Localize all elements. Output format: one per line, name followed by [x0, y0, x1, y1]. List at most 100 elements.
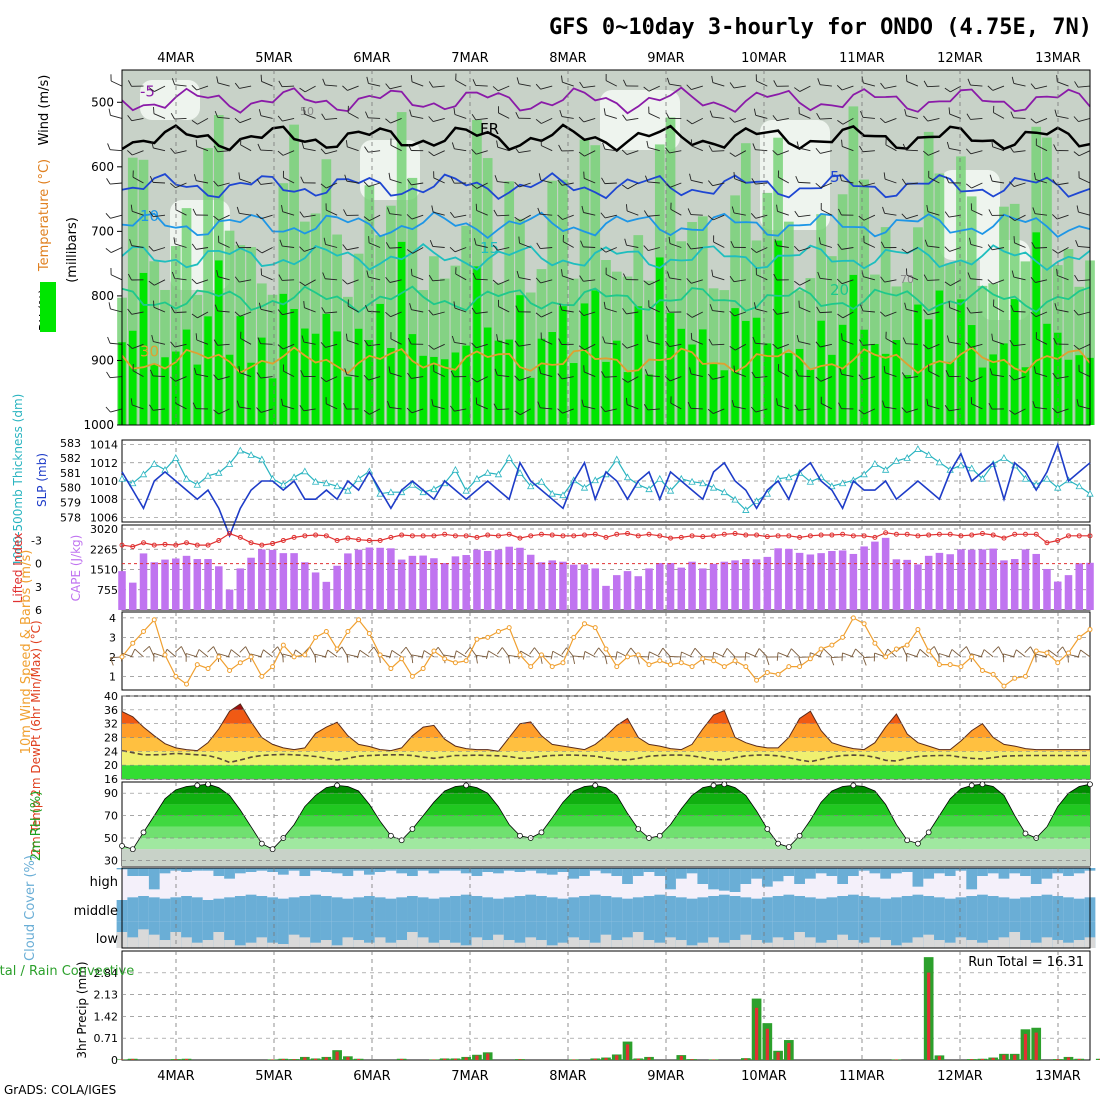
cape-bar: [893, 559, 901, 610]
rh-high-band: [129, 331, 137, 425]
rh2m-point: [797, 833, 802, 838]
barb-flag: [981, 649, 984, 657]
cloud-low-bar: [299, 937, 310, 948]
cloud-middle-bar: [342, 899, 353, 922]
surface-wind-barb: [776, 651, 789, 661]
wind-speed-point: [937, 663, 941, 667]
cloud-low-bar: [396, 940, 407, 948]
temp-band: [122, 696, 1090, 710]
cloud-middle-bar: [816, 899, 827, 922]
rh2m-point: [120, 843, 125, 848]
surface-wind-barb: [744, 651, 757, 661]
cloud-low-bar: [439, 940, 450, 948]
thickness-point: [431, 486, 437, 492]
wind-speed-point: [400, 657, 404, 661]
wind-speed-point: [991, 672, 995, 676]
rh-high-band: [1022, 367, 1030, 425]
thickness-tick-label: 583: [60, 437, 81, 450]
wind-speed-point: [131, 641, 135, 645]
barb-shaft: [939, 651, 950, 659]
wind-speed-point: [572, 635, 576, 639]
precip-convective-bar: [1013, 1055, 1016, 1060]
wind-speed-point: [453, 661, 457, 665]
precip-tick-label: 1.42: [94, 1010, 119, 1023]
cloud-high-bar: [601, 868, 612, 873]
rh-band: [122, 838, 1090, 849]
thickness-tick-label: 579: [60, 497, 81, 510]
wind-speed-point: [1045, 651, 1049, 655]
cloud-middle-bar: [913, 895, 924, 922]
barb-shaft: [691, 215, 703, 216]
rh-high-band: [613, 341, 621, 425]
cloud-low-bar: [493, 935, 504, 948]
cloud-high-bar: [342, 868, 353, 876]
cloud-low-bar: [988, 940, 999, 948]
slp-tick-label: 1010: [90, 475, 118, 488]
cape-bar: [527, 555, 535, 610]
barb-shaft: [1035, 248, 1047, 249]
thickness-point: [151, 461, 157, 467]
surface-wind-barb: [196, 649, 209, 659]
cape-bar: [1022, 549, 1030, 610]
cape-bar: [301, 562, 309, 610]
date-label-bottom: 10MAR: [741, 1069, 787, 1084]
cloud-middle-bar: [386, 899, 397, 922]
cape-bar: [613, 575, 621, 610]
rh2m-point: [410, 827, 415, 832]
rh-high-band: [742, 321, 750, 425]
cloud-high-bar: [644, 868, 655, 872]
cloud-middle-bar: [601, 896, 612, 921]
rh-high-band: [817, 321, 825, 425]
cape-bar: [602, 586, 610, 610]
cape-bar: [591, 568, 599, 610]
barb-flag: [723, 648, 727, 656]
precip-convective-bar: [981, 1059, 984, 1060]
wind-speed-point: [658, 659, 662, 663]
rh2m-point: [657, 833, 662, 838]
rh-high-band: [452, 352, 460, 425]
cloud-middle-bar: [805, 897, 816, 921]
cloud-low-bar: [224, 940, 235, 948]
cape-bar: [721, 562, 729, 610]
cloud-middle-bar: [138, 896, 149, 921]
precip-convective-bar: [1002, 1055, 1005, 1060]
barb-flag: [497, 647, 502, 655]
cloud-middle-bar: [1074, 899, 1085, 922]
cloud-low-bar: [956, 937, 967, 948]
cloud-low-bar: [644, 940, 655, 948]
cape-bar: [344, 553, 352, 610]
wind-speed-point: [669, 663, 673, 667]
wind-speed-point: [787, 665, 791, 669]
cape-bar: [635, 576, 643, 610]
thickness-point: [625, 474, 631, 480]
cape-bar: [796, 553, 804, 610]
rh-tick-label: 50: [104, 832, 118, 845]
wind-speed-point: [529, 665, 533, 669]
barb-shaft: [198, 649, 209, 656]
rh-base-band: [122, 849, 1090, 866]
cloud-low-bar: [794, 932, 805, 948]
barb-flag: [679, 652, 682, 660]
precip-convective-bar: [766, 1029, 769, 1060]
cloud-middle-bar: [256, 896, 267, 921]
rh-high-band: [484, 328, 492, 425]
rh-band: [122, 816, 1090, 827]
barb-shaft: [392, 650, 402, 657]
pressure-axis-label: (millibars): [65, 217, 80, 283]
cloud-high-bar: [299, 868, 310, 876]
cape-bar: [624, 571, 632, 610]
cloud-high-bar: [773, 868, 784, 881]
cloud-middle-bar: [181, 896, 192, 921]
barb-flag: [281, 654, 285, 662]
barb-shaft: [670, 652, 682, 662]
cloud-middle-bar: [783, 895, 794, 922]
rh2m-point: [206, 782, 211, 787]
cloud-low-bar: [407, 932, 418, 948]
cloud-high-bar: [407, 868, 418, 876]
wind-speed-point: [486, 635, 490, 639]
barb-flag: [107, 178, 111, 184]
wind-speed-point: [464, 659, 468, 663]
rh2m-point: [517, 833, 522, 838]
cloud-low-bar: [762, 943, 773, 948]
wind-speed-point: [238, 661, 242, 665]
